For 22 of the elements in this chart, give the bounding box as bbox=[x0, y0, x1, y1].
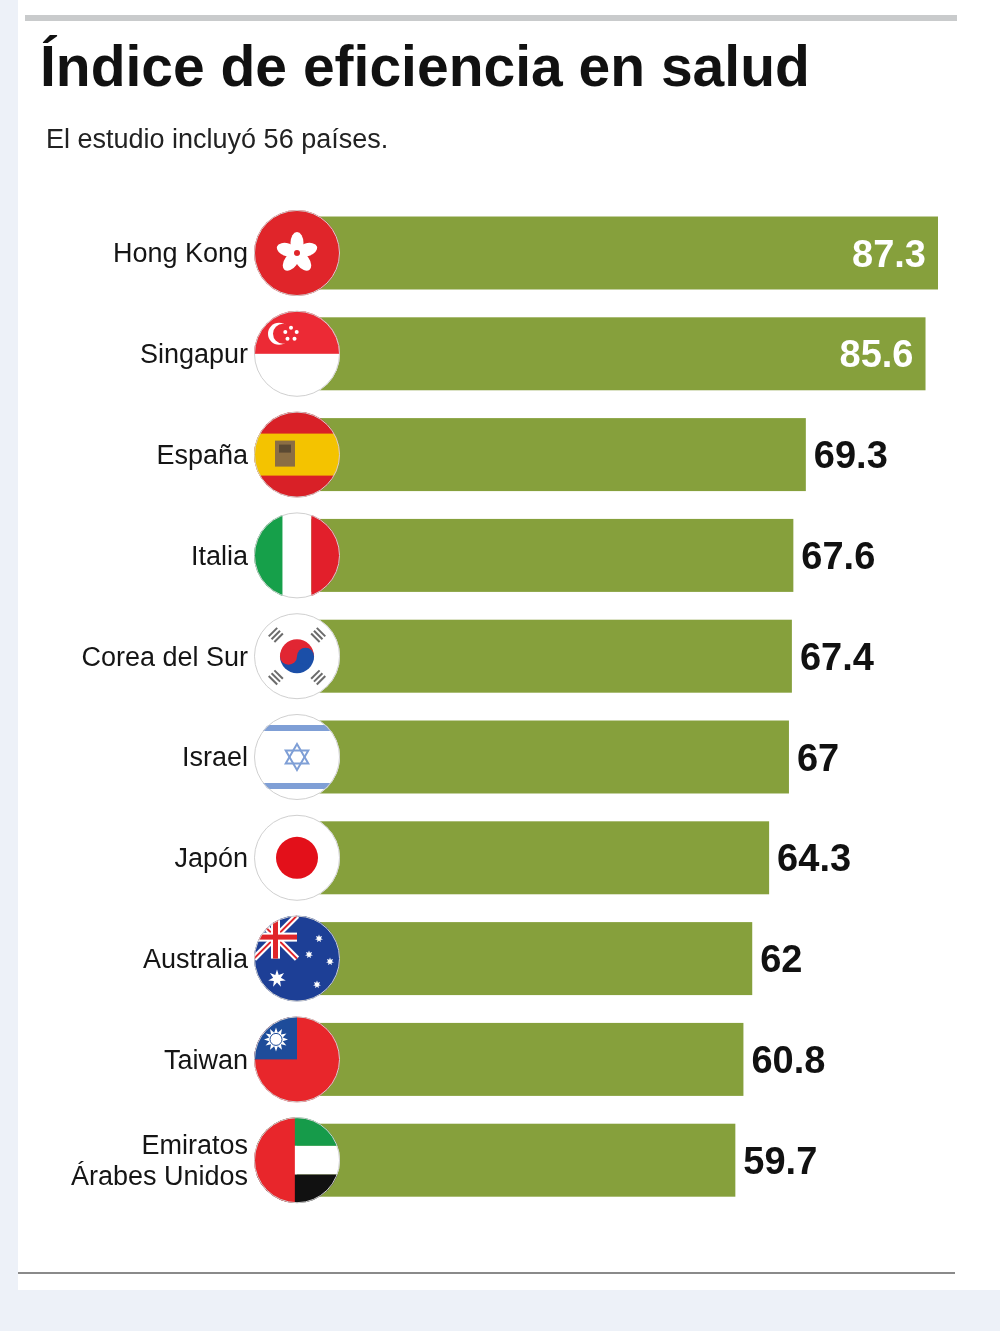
data-label: 67 bbox=[796, 736, 840, 779]
data-label: 67.4 bbox=[799, 635, 874, 678]
y-tick-label: Corea del Sur bbox=[81, 641, 248, 672]
y-tick-label: Hong Kong bbox=[112, 238, 248, 269]
y-tick-label: España bbox=[156, 440, 249, 471]
data-label: 87.3 bbox=[852, 232, 926, 275]
data-label: 85.6 bbox=[839, 333, 914, 376]
y-tick-label: Italia bbox=[190, 540, 249, 571]
data-label: 60.8 bbox=[751, 1039, 826, 1082]
chart-subtitle: El estudio incluyó 56 países. bbox=[46, 124, 389, 154]
y-tick-label: Emiratos Árabes Unidos bbox=[70, 1130, 248, 1192]
y-tick-label: Taiwan bbox=[163, 1044, 248, 1075]
y-tick-label: Australia bbox=[142, 944, 249, 975]
data-label: 62 bbox=[760, 938, 803, 981]
y-tick-label: Singapur bbox=[139, 339, 248, 370]
chart-title: Índice de eficiencia en salud bbox=[40, 34, 810, 98]
data-label: 59.7 bbox=[743, 1139, 818, 1182]
data-label: 64.3 bbox=[777, 837, 852, 880]
y-tick-label: Israel bbox=[181, 742, 248, 773]
data-label: 69.3 bbox=[813, 434, 888, 477]
y-tick-label: Japón bbox=[174, 843, 248, 874]
data-label: 67.6 bbox=[801, 535, 876, 578]
